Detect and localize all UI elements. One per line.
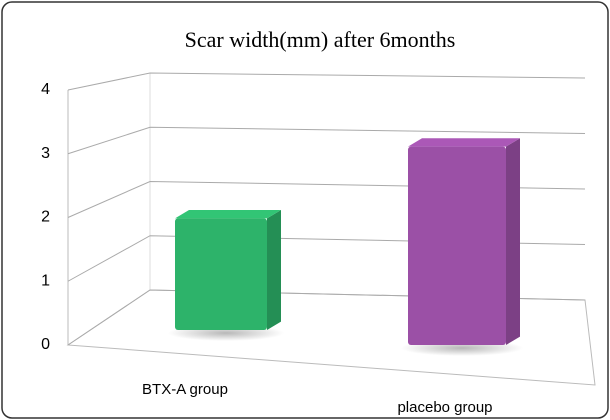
x-tick-label: placebo group (397, 399, 492, 416)
grid-line (67, 126, 586, 155)
y-tick-label: 2 (41, 209, 50, 226)
y-tick-label: 0 (41, 336, 50, 353)
x-tick-label: BTX-A group (142, 381, 228, 398)
chart-title: Scar width(mm) after 6months (185, 27, 456, 52)
y-tick-label: 4 (41, 81, 50, 98)
bar-side (506, 138, 520, 345)
y-tick-label: 1 (41, 272, 50, 289)
bar-top (175, 210, 281, 219)
grid-line (67, 72, 586, 91)
bar (175, 218, 267, 330)
bar (408, 146, 506, 345)
y-tick-label: 3 (41, 145, 50, 162)
bar-top (408, 138, 520, 147)
bar-side (267, 210, 281, 330)
